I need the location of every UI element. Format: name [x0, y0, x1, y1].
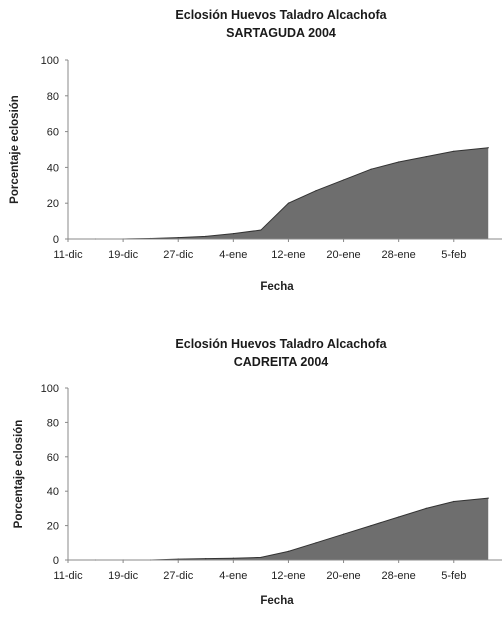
- data-point: [487, 147, 489, 149]
- y-tick-label: 0: [53, 234, 59, 246]
- data-point: [342, 179, 345, 181]
- y-tick-label: 40: [47, 486, 59, 498]
- y-axis-title: Porcentaje eclosión: [9, 95, 21, 204]
- data-point: [260, 229, 262, 231]
- y-tick-label: 60: [47, 127, 59, 139]
- x-axis-title: Fecha: [260, 281, 294, 293]
- y-tick-label: 100: [41, 55, 59, 67]
- data-point: [287, 550, 290, 552]
- x-tick-label: 11-dic: [53, 570, 83, 582]
- x-tick-label: 5-feb: [441, 570, 466, 582]
- data-point: [205, 235, 207, 237]
- chart-plot: 0 20 40 60 80 100 11-dic 19-dic 27-dic 4-ene 12-en…: [13, 383, 502, 607]
- x-tick-label: 4-ene: [219, 570, 247, 582]
- x-tick-label: 12-ene: [271, 570, 305, 582]
- series-area: [68, 147, 489, 239]
- data-point: [315, 542, 317, 544]
- data-point: [342, 533, 345, 535]
- data-point: [205, 558, 207, 560]
- chart-subtitle-line: CADREITA 2004: [233, 355, 329, 369]
- y-tick-label: 20: [47, 198, 59, 210]
- x-tick-label: 12-ene: [271, 249, 305, 261]
- data-point: [398, 516, 400, 518]
- data-point: [260, 556, 262, 559]
- x-tick-label: 4-ene: [219, 249, 247, 261]
- x-tick-label: 5-feb: [441, 249, 466, 261]
- data-point: [453, 150, 455, 152]
- y-tick-label: 60: [47, 452, 59, 464]
- x-tick-label: 19-dic: [108, 249, 138, 261]
- data-point: [398, 161, 400, 163]
- y-tick-label: 40: [47, 162, 59, 174]
- chart-title-line: Eclosión Huevos Taladro Alcachofa: [175, 337, 387, 351]
- chart-cadreita: Eclosión Huevos Taladro Alcachofa CADREI…: [0, 308, 502, 617]
- x-tick-label: 28-ene: [382, 249, 416, 261]
- data-point: [453, 500, 455, 503]
- y-tick-label: 100: [41, 383, 59, 395]
- data-point: [370, 525, 372, 527]
- x-tick-label: 27-dic: [163, 249, 193, 261]
- series-area: [68, 498, 489, 560]
- y-tick-label: 20: [47, 521, 59, 533]
- x-tick-label: 11-dic: [53, 249, 83, 261]
- x-tick-label: 20-ene: [326, 249, 360, 261]
- x-tick-label: 19-dic: [108, 570, 138, 582]
- chart-subtitle-line: SARTAGUDA 2004: [226, 26, 336, 40]
- chart-title: Eclosión Huevos Taladro Alcachofa CADREI…: [60, 335, 502, 371]
- data-point: [177, 236, 179, 239]
- chart-title: Eclosión Huevos Taladro Alcachofa SARTAG…: [60, 6, 502, 42]
- x-tick-label: 27-dic: [163, 570, 193, 582]
- x-axis-title: Fecha: [260, 595, 294, 607]
- x-tick-label: 28-ene: [382, 570, 416, 582]
- x-tick-label: 20-ene: [326, 570, 360, 582]
- data-point: [232, 557, 234, 559]
- y-axis-title: Porcentaje eclosión: [13, 420, 25, 529]
- data-point: [287, 202, 290, 204]
- chart-plot: 0 20 40 60 80 100 11-dic 19-dic 27-dic 4-ene 12-en…: [9, 55, 502, 293]
- data-point: [487, 497, 489, 499]
- data-point: [425, 507, 427, 509]
- y-tick-label: 0: [53, 555, 59, 567]
- data-point: [177, 558, 179, 560]
- chart-title-line: Eclosión Huevos Taladro Alcachofa: [175, 8, 387, 22]
- data-point: [425, 156, 427, 158]
- data-point: [232, 233, 234, 235]
- y-tick-label: 80: [47, 91, 59, 103]
- data-point: [315, 190, 317, 192]
- chart-sartaguda: Eclosión Huevos Taladro Alcachofa SARTAG…: [0, 0, 502, 300]
- data-point: [370, 168, 372, 170]
- y-tick-label: 80: [47, 417, 59, 429]
